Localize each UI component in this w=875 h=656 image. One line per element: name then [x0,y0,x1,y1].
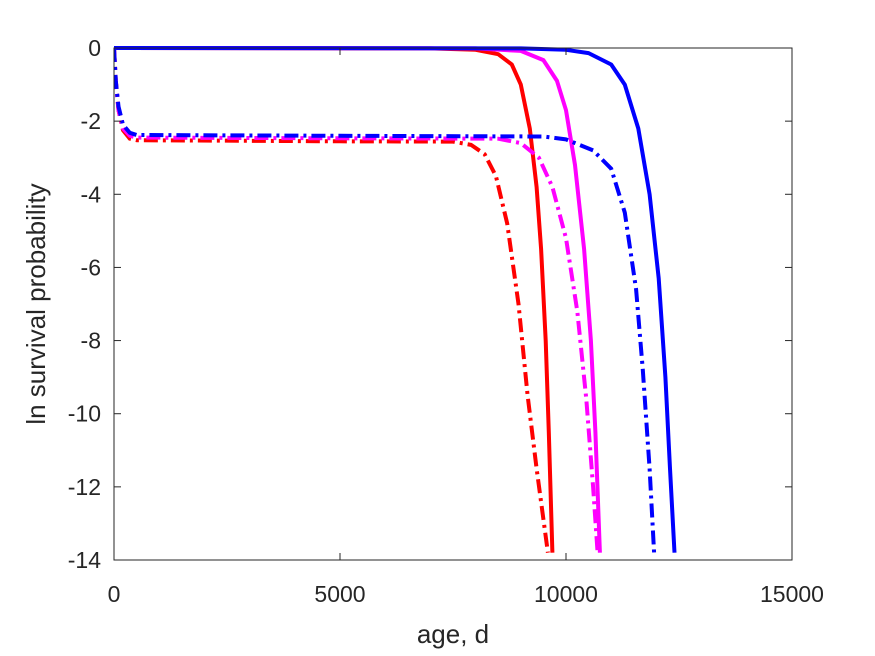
x-tick-label: 5000 [314,581,365,607]
y-tick-label: -10 [68,401,101,427]
y-tick-label: -14 [68,547,101,573]
y-axis-label: ln survival probability [21,183,51,424]
x-axis-label: age, d [417,619,489,649]
x-tick-label: 0 [108,581,121,607]
y-tick-label: -2 [81,108,101,134]
x-tick-label: 10000 [534,581,598,607]
y-tick-label: -12 [68,474,101,500]
y-tick-label: -4 [81,181,102,207]
series-line-6 [114,47,657,553]
series-line-5 [114,47,600,553]
series-line-3 [114,46,677,553]
x-tick-label: 15000 [760,581,824,607]
axes-box [113,47,793,561]
series-layer [114,46,677,553]
series-line-4 [114,47,550,553]
y-tick-label: 0 [88,35,101,61]
plot-area [114,48,792,560]
axes-layer: 0 5000 10000 15000 0 -2 -4 -6 -8 -10 -12 -14 [68,35,824,607]
y-tick-label: -8 [81,328,101,354]
y-tick-label: -6 [81,254,101,280]
